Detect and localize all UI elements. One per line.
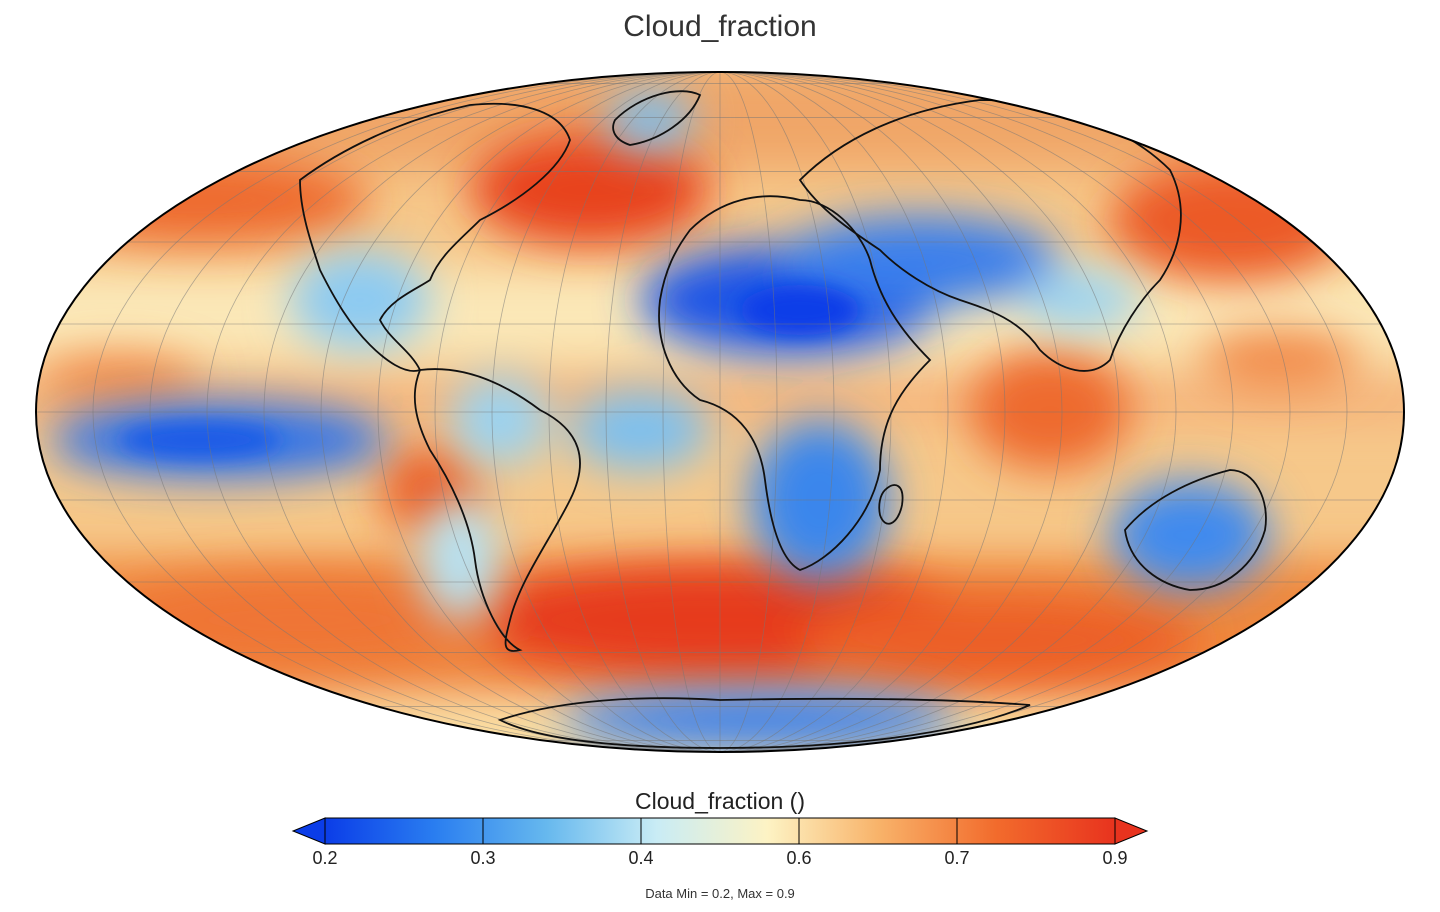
south-america-coastline (413, 368, 581, 652)
map-title: Cloud_fraction (623, 10, 817, 43)
graticule-meridian (719, 72, 949, 752)
graticule-meridian (434, 72, 721, 752)
graticule-meridian (548, 72, 721, 752)
colorbar (291, 817, 1149, 845)
graticule-meridian (206, 72, 721, 752)
coastlines (299, 90, 1267, 749)
graticule-meridian (491, 72, 721, 752)
colorbar-tick-label: 0.9 (1102, 848, 1128, 868)
data-range-stats: Data Min = 0.2, Max = 0.9 (645, 886, 795, 901)
colorbar-extend-high-arrow (1114, 817, 1149, 845)
colorbar-extend-low-arrow (291, 817, 326, 845)
australia-coastline (1124, 469, 1267, 591)
graticule-meridian (263, 72, 721, 752)
colorbar-tick-label: 0.3 (470, 848, 496, 868)
graticule-meridian (719, 72, 1234, 752)
graticule-meridian (719, 72, 1120, 752)
greenland-coastline (612, 90, 702, 146)
graticule-meridian (149, 72, 721, 752)
antarctica-coastline (497, 697, 1031, 749)
graticule-meridian (719, 72, 1063, 752)
graticule-meridian (377, 72, 721, 752)
graticule-meridian (719, 72, 835, 752)
asia-coastline (798, 99, 1182, 372)
graticule (36, 72, 1404, 752)
europe-africa-coastline (658, 195, 932, 571)
graticule-meridian (719, 72, 1006, 752)
graticule-meridian (719, 72, 778, 752)
colorbar-tick-label: 0.6 (786, 848, 812, 868)
graticule-meridian (719, 72, 1348, 752)
colorbar-tick-label: 0.7 (944, 848, 970, 868)
colorbar-tick-label: 0.4 (628, 848, 654, 868)
colorbar-ticks (324, 818, 1116, 844)
graticule-meridian (719, 72, 1177, 752)
graticule-meridian (605, 72, 721, 752)
colorbar-tick-label: 0.2 (312, 848, 338, 868)
colorbar-title: Cloud_fraction () (634, 788, 806, 814)
colorbar-gradient (324, 817, 1116, 845)
madagascar-coastline (878, 484, 904, 525)
graticule-meridian (662, 72, 721, 752)
graticule-meridian (92, 72, 721, 752)
map-outline (35, 71, 1405, 753)
north-america-coastline (299, 102, 571, 372)
graticule-meridian (719, 72, 1291, 752)
